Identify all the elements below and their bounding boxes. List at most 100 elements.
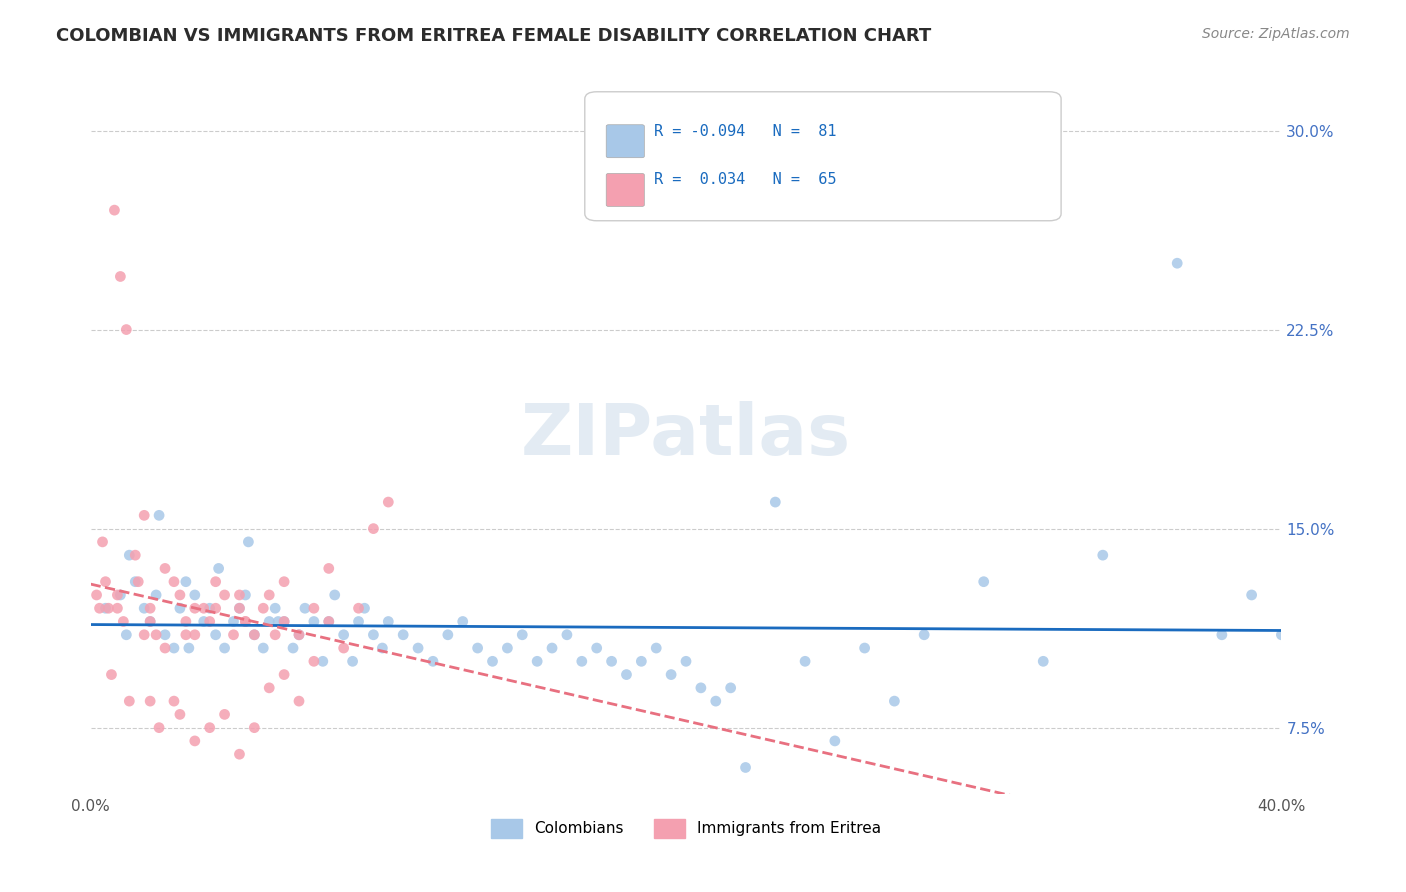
Point — [422, 654, 444, 668]
Point — [332, 628, 354, 642]
Point — [883, 694, 905, 708]
Point — [257, 615, 280, 629]
Point — [139, 601, 162, 615]
Point — [323, 588, 346, 602]
Point — [145, 628, 167, 642]
Point — [659, 667, 682, 681]
Point — [243, 628, 266, 642]
Point — [198, 615, 221, 629]
Point — [184, 588, 207, 602]
Point — [228, 747, 250, 762]
Point — [853, 641, 876, 656]
Point — [912, 628, 935, 642]
Point — [134, 508, 156, 523]
FancyBboxPatch shape — [585, 92, 1062, 220]
Point — [824, 734, 846, 748]
Point — [510, 628, 533, 642]
Point — [177, 641, 200, 656]
Point — [481, 654, 503, 668]
Point — [169, 601, 191, 615]
Point — [720, 681, 742, 695]
Point — [235, 588, 257, 602]
Point — [377, 495, 399, 509]
Point — [91, 534, 114, 549]
Point — [214, 588, 236, 602]
Point — [273, 667, 295, 681]
Point — [406, 641, 429, 656]
Point — [139, 615, 162, 629]
Point — [110, 269, 132, 284]
Point — [541, 641, 564, 656]
Point — [973, 574, 995, 589]
Point — [193, 601, 215, 615]
Point — [153, 628, 176, 642]
Point — [273, 615, 295, 629]
Point — [222, 615, 245, 629]
Point — [1211, 628, 1233, 642]
Point — [100, 667, 122, 681]
Text: COLOMBIAN VS IMMIGRANTS FROM ERITREA FEMALE DISABILITY CORRELATION CHART: COLOMBIAN VS IMMIGRANTS FROM ERITREA FEM… — [56, 27, 932, 45]
Point — [169, 588, 191, 602]
Point — [238, 534, 260, 549]
Point — [214, 641, 236, 656]
Point — [281, 641, 304, 656]
Point — [228, 601, 250, 615]
Point — [288, 694, 311, 708]
Point — [222, 628, 245, 642]
Point — [616, 667, 638, 681]
Point — [174, 574, 197, 589]
Point — [1240, 588, 1263, 602]
Point — [134, 628, 156, 642]
Text: R = -0.094   N =  81: R = -0.094 N = 81 — [654, 124, 837, 138]
Point — [174, 615, 197, 629]
Point — [690, 681, 713, 695]
Point — [257, 588, 280, 602]
Point — [204, 601, 226, 615]
Point — [139, 615, 162, 629]
Point — [193, 615, 215, 629]
Point — [630, 654, 652, 668]
Point — [103, 203, 125, 218]
Point — [134, 601, 156, 615]
Point — [302, 601, 325, 615]
Point — [107, 588, 129, 602]
Point — [585, 641, 607, 656]
Point — [145, 588, 167, 602]
Point — [571, 654, 593, 668]
Point — [363, 522, 385, 536]
Point — [184, 628, 207, 642]
Point — [148, 508, 170, 523]
Point — [302, 654, 325, 668]
Point — [288, 628, 311, 642]
Point — [318, 615, 340, 629]
Point — [198, 601, 221, 615]
Point — [467, 641, 489, 656]
Point — [555, 628, 578, 642]
Text: R =  0.034   N =  65: R = 0.034 N = 65 — [654, 172, 837, 187]
Point — [228, 601, 250, 615]
Point — [794, 654, 817, 668]
Point — [264, 628, 287, 642]
Point — [451, 615, 474, 629]
Point — [1270, 628, 1292, 642]
Point — [243, 721, 266, 735]
Point — [94, 601, 117, 615]
Point — [243, 628, 266, 642]
Legend: Colombians, Immigrants from Eritrea: Colombians, Immigrants from Eritrea — [485, 813, 887, 844]
Point — [153, 561, 176, 575]
Point — [252, 641, 274, 656]
Point — [252, 601, 274, 615]
Point — [302, 615, 325, 629]
Point — [174, 628, 197, 642]
Point — [94, 574, 117, 589]
Point — [496, 641, 519, 656]
Point — [526, 654, 548, 668]
Point — [257, 681, 280, 695]
Point — [107, 601, 129, 615]
Point — [110, 588, 132, 602]
Point — [118, 694, 141, 708]
Point — [363, 628, 385, 642]
Point — [1091, 548, 1114, 562]
Point — [312, 654, 335, 668]
Point — [235, 615, 257, 629]
